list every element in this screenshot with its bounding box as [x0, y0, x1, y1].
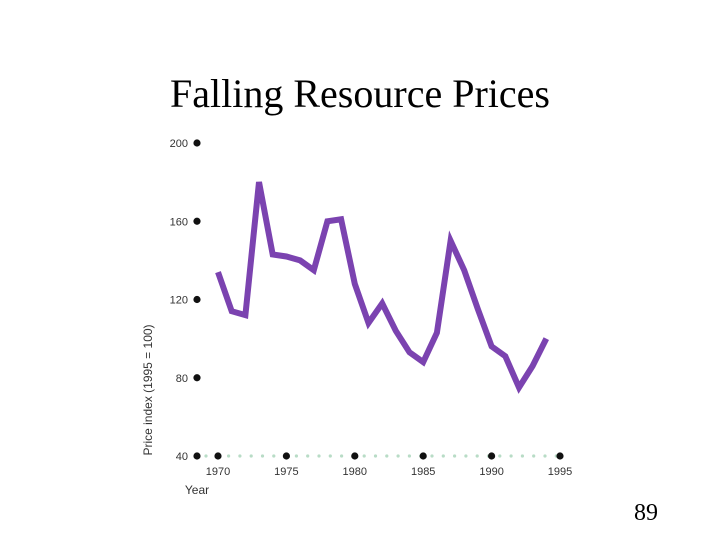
series-layer: [215, 181, 549, 394]
x-tick-label: 1995: [548, 466, 572, 478]
x-tick-marker: [419, 452, 427, 460]
baseline-dot: [272, 454, 276, 458]
x-tick-marker: [214, 452, 222, 460]
baseline-dot: [260, 454, 265, 458]
y-tick-label: 40: [176, 451, 188, 463]
y-tick-marker: [193, 452, 201, 460]
x-tick-marker: [351, 452, 359, 460]
page-number: 89: [634, 500, 658, 526]
x-tick-label: 1980: [343, 466, 367, 478]
baseline-dot: [407, 454, 411, 458]
baseline-dot: [294, 454, 298, 458]
x-tick-label: 1975: [274, 466, 298, 478]
y-tick-label: 80: [176, 373, 188, 385]
x-axis: 1970 1975 1980 1985 1990 1995: [206, 452, 572, 478]
baseline-dot: [227, 454, 231, 458]
baseline-dot: [509, 454, 513, 458]
baseline-dot: [453, 454, 457, 458]
y-tick-label: 160: [170, 216, 188, 228]
baseline-dot: [317, 454, 321, 458]
x-tick-marker: [556, 452, 564, 460]
baseline-dot: [340, 454, 344, 458]
baseline-dot: [396, 454, 400, 458]
x-tick-label: 1985: [411, 466, 435, 478]
baseline-dot: [543, 454, 547, 458]
y-tick-label: 200: [170, 138, 188, 150]
baseline-dot: [532, 454, 536, 458]
baseline-dot: [362, 454, 366, 458]
slide-title: Falling Resource Prices: [170, 71, 550, 116]
y-tick-marker: [193, 217, 201, 225]
x-tick-label: 1990: [479, 466, 503, 478]
baseline-dot: [475, 454, 479, 458]
y-axis-title: Price index (1995 = 100): [141, 324, 155, 455]
y-tick-marker: [193, 295, 201, 304]
baseline-dot: [520, 454, 525, 458]
baseline-dot: [328, 454, 332, 458]
y-tick-marker: [193, 139, 201, 147]
x-tick-label: 1970: [206, 466, 230, 478]
baseline-dot: [306, 454, 310, 458]
x-tick-marker: [488, 452, 496, 460]
baseline-dot: [498, 454, 502, 458]
baseline-dot: [430, 454, 434, 458]
baseline-dot: [385, 454, 389, 458]
baseline-dot: [249, 454, 253, 458]
baseline-dot: [204, 454, 208, 458]
x-axis-baseline-dots: [204, 454, 558, 458]
baseline-dot: [238, 454, 242, 458]
baseline-dot: [441, 454, 445, 458]
x-axis-title: Year: [185, 483, 209, 497]
baseline-dot: [464, 454, 468, 458]
series-line: [215, 181, 549, 394]
y-tick-label: 120: [170, 295, 188, 307]
y-axis: 40 80 120 160 200: [170, 138, 201, 463]
y-tick-marker: [193, 374, 201, 382]
x-tick-marker: [282, 452, 290, 460]
baseline-dot: [373, 454, 378, 458]
